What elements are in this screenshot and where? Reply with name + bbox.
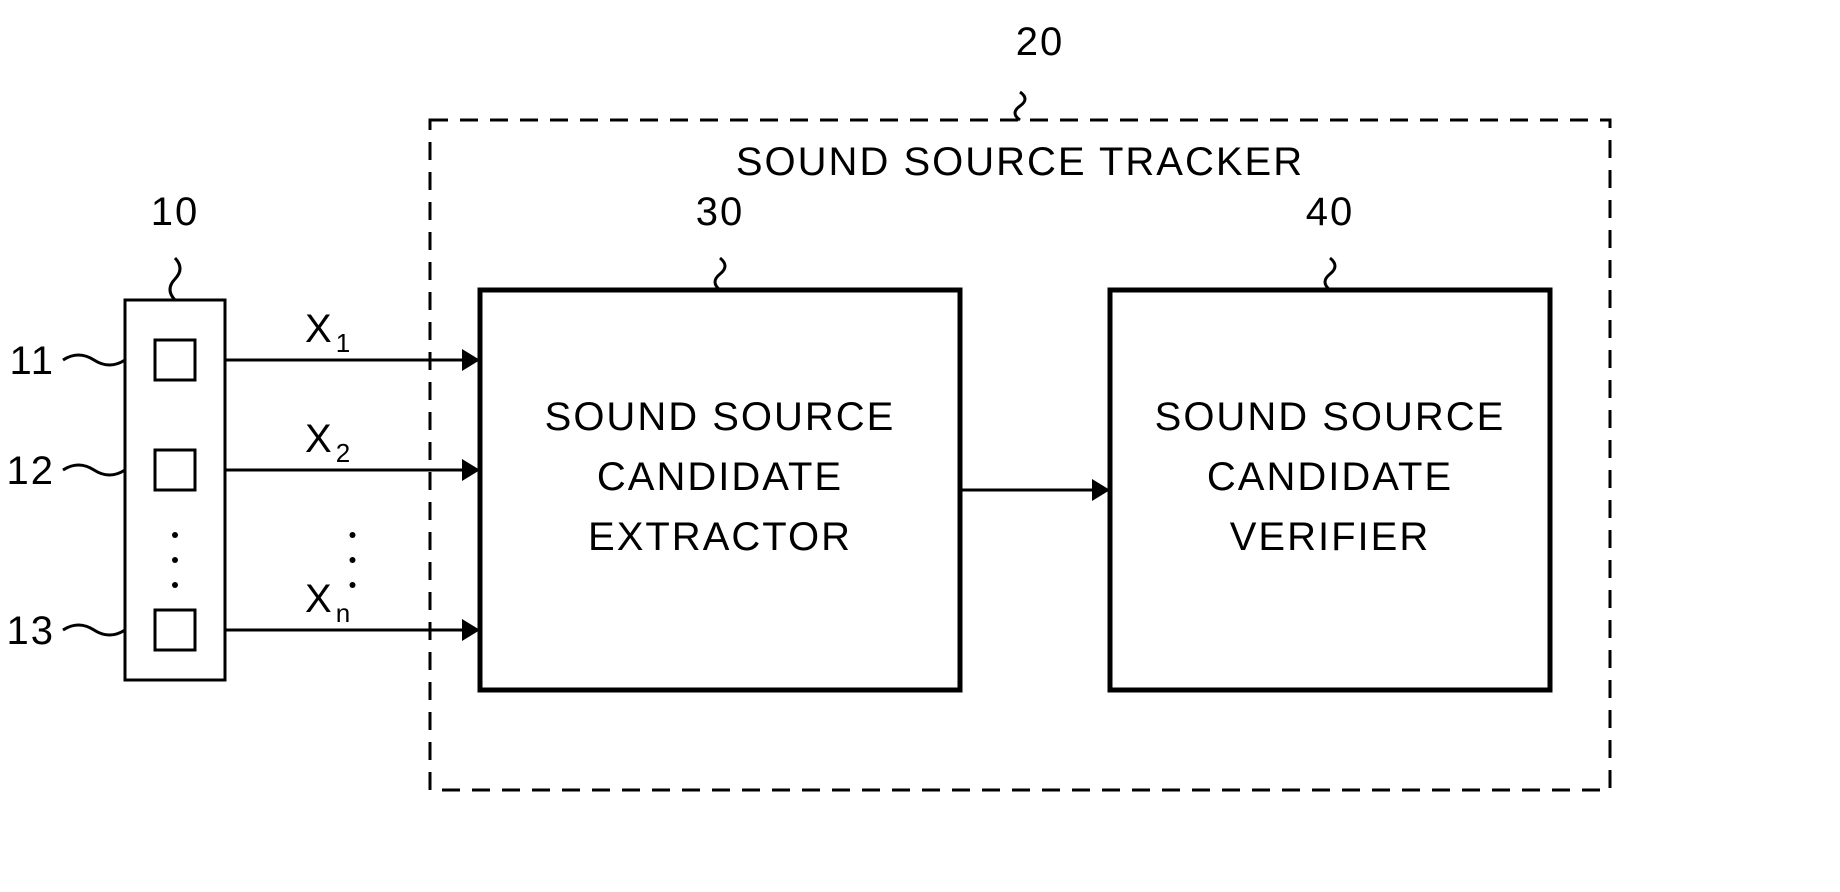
extractor-label: CANDIDATE bbox=[597, 455, 843, 499]
mic-icon bbox=[155, 610, 195, 650]
signal-label: X2 bbox=[305, 417, 350, 468]
tracker-ref: 20 bbox=[1016, 20, 1065, 64]
extractor-label: EXTRACTOR bbox=[588, 515, 852, 559]
extractor-ref: 30 bbox=[696, 190, 745, 234]
tracker-title: SOUND SOURCE TRACKER bbox=[736, 140, 1304, 184]
verifier-label: VERIFIER bbox=[1230, 515, 1430, 559]
mic-ref: 12 bbox=[7, 449, 56, 493]
signal-label: X1 bbox=[305, 307, 350, 358]
verifier-label: CANDIDATE bbox=[1207, 455, 1453, 499]
verifier-label: SOUND SOURCE bbox=[1155, 395, 1506, 439]
signal-label: Xn bbox=[305, 577, 350, 628]
mic-icon bbox=[155, 340, 195, 380]
mic-array-ref: 10 bbox=[151, 190, 200, 234]
mic-ref: 13 bbox=[7, 609, 56, 653]
extractor-label: SOUND SOURCE bbox=[545, 395, 896, 439]
verifier-ref: 40 bbox=[1306, 190, 1355, 234]
mic-icon bbox=[155, 450, 195, 490]
mic-ref: 11 bbox=[9, 339, 55, 383]
